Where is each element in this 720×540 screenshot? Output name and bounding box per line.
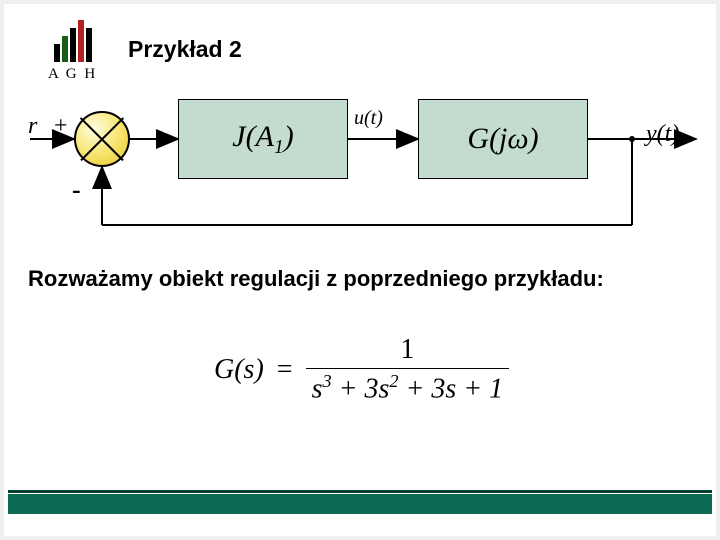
block-J-sub: 1 (274, 137, 284, 158)
body-note: Rozważamy obiekt regulacji z poprzednieg… (28, 266, 604, 292)
footer-bar (8, 494, 712, 514)
signal-y: y(t) (646, 121, 679, 148)
block-J-base: J(A (232, 120, 274, 153)
agh-logo: A G H (48, 18, 97, 83)
formula-num: 1 (306, 334, 510, 368)
logo-text: A G H (48, 66, 97, 83)
sum-plus: + (54, 113, 68, 140)
block-diagram: r + - J(A1) u(t) G(jω) y(t) (28, 99, 700, 239)
summing-junction (74, 111, 130, 167)
sum-minus: - (72, 175, 81, 205)
signal-r: r (28, 113, 37, 140)
signal-u: u(t) (354, 107, 383, 130)
block-G: G(jω) (418, 99, 588, 179)
formula-den: s3 + 3s2 + 3s + 1 (306, 368, 510, 405)
block-J: J(A1) (178, 99, 348, 179)
formula-lhs: G(s) (214, 354, 264, 386)
transfer-function: G(s) = 1 s3 + 3s2 + 3s + 1 (214, 334, 514, 405)
formula-eq: = (277, 354, 293, 386)
block-J-tail: ) (284, 120, 294, 153)
logo-bars (54, 18, 92, 62)
block-G-label: G(jω) (467, 122, 538, 156)
slide-title: Przykład 2 (128, 36, 242, 63)
